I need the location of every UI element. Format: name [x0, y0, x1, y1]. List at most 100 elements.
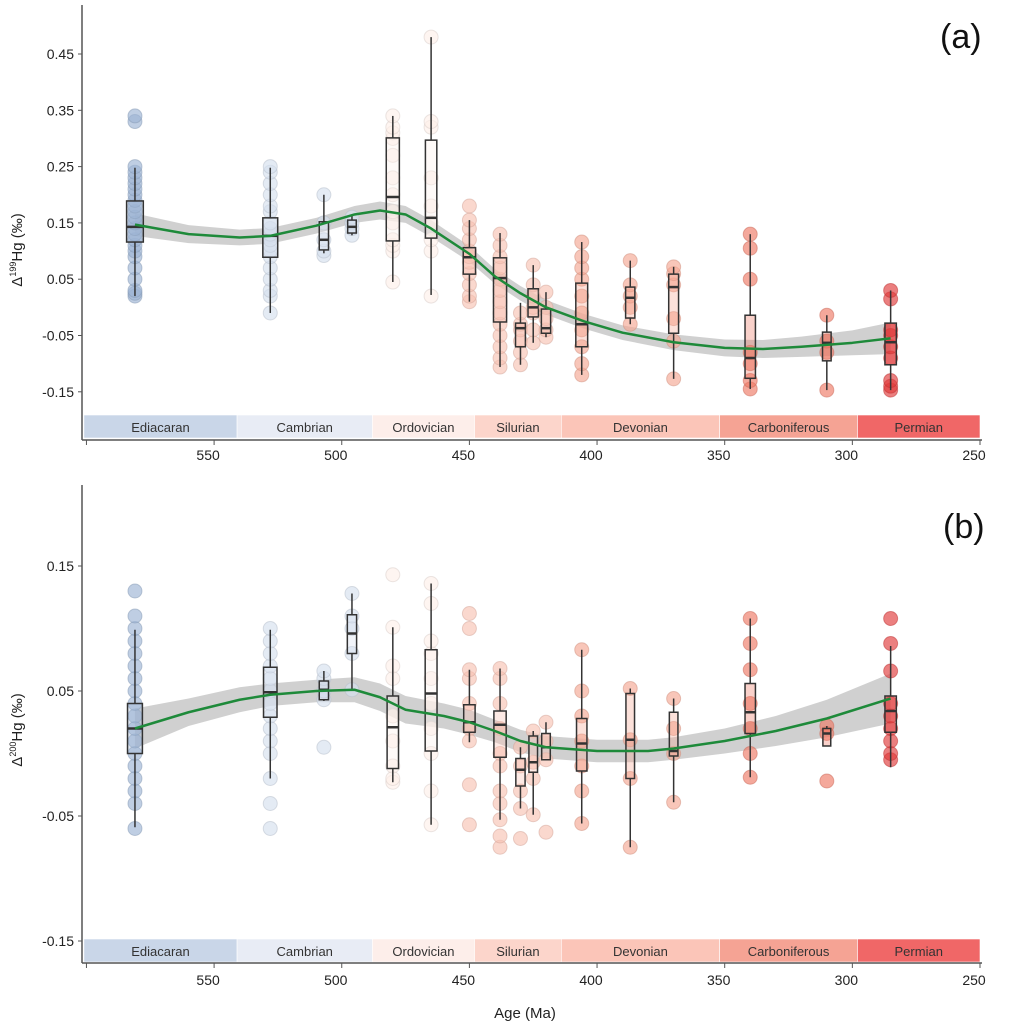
group-450-ma	[461, 198, 477, 310]
smooth-trend-line	[134, 688, 892, 753]
box	[318, 221, 330, 251]
data-point	[385, 567, 401, 583]
box	[514, 322, 527, 348]
group-430-ma	[512, 739, 528, 846]
box	[625, 692, 636, 780]
period-label-devonian: Devonian	[613, 420, 668, 435]
group-420-ma	[538, 714, 554, 840]
data-point	[127, 608, 143, 624]
group-285-ma	[883, 282, 899, 398]
box	[424, 139, 438, 239]
period-label-permian: Permian	[895, 944, 943, 959]
y-tick-label: -0.05	[42, 808, 74, 824]
group-387-ma	[622, 681, 638, 855]
period-label-permian: Permian	[895, 420, 943, 435]
group-496-ma	[344, 586, 360, 698]
y-tick-label: 0.15	[47, 558, 74, 574]
x-tick-label: 550	[196, 447, 220, 463]
data-point	[512, 831, 528, 846]
box	[125, 200, 145, 243]
y-tick-label: 0.45	[47, 46, 74, 62]
x-tick-label: 450	[452, 972, 476, 988]
group-406-ma	[574, 234, 590, 383]
box	[624, 286, 636, 319]
y-tick-label: 0.15	[47, 215, 74, 231]
group-581-ma	[125, 108, 145, 304]
smooth-confidence-band	[134, 673, 891, 763]
data-point	[666, 311, 682, 327]
data-point	[423, 696, 439, 711]
box	[492, 257, 508, 323]
data-point	[316, 739, 332, 755]
data-point	[423, 198, 439, 214]
group-480-ma	[385, 108, 401, 290]
group-465-ma	[423, 29, 439, 304]
period-label-ordovician: Ordovician	[392, 420, 454, 435]
data-point	[423, 721, 439, 736]
panel-a: Ediacaran Cambrian Ordovician Silurian Devon…	[8, 5, 986, 463]
y-tick-label: 0.05	[47, 683, 74, 699]
y-axis-label-a: Δ199Hg (‰)	[8, 213, 26, 286]
group-507-ma	[316, 663, 332, 755]
box	[462, 704, 476, 733]
group-285-ma	[883, 611, 899, 768]
group-420-ma	[538, 284, 554, 345]
box	[385, 137, 401, 242]
data-point	[574, 322, 590, 338]
period-band-permian	[857, 414, 981, 439]
x-tick-label: 450	[452, 447, 476, 463]
box	[884, 695, 898, 733]
data-point	[492, 828, 508, 844]
y-tick-label: -0.15	[42, 384, 74, 400]
x-axis-label: Age (Ma)	[494, 1005, 556, 1022]
data-point	[262, 796, 278, 811]
smooth-trend-line	[134, 209, 891, 351]
x-tick-label: 300	[835, 447, 859, 463]
group-370-ma	[666, 259, 682, 387]
group-450-ma	[461, 606, 477, 833]
period-label-carboniferous: Carboniferous	[748, 944, 830, 959]
period-label-ediacaran: Ediacaran	[131, 420, 190, 435]
data-point	[461, 198, 477, 214]
group-425-ma	[525, 257, 541, 351]
x-tick-label: 250	[962, 972, 986, 988]
panel-b: Ediacaran Cambrian Ordovician Silurian Devon…	[8, 485, 986, 1022]
group-406-ma	[574, 642, 590, 831]
y-tick-label: 0.05	[47, 271, 74, 287]
group-528-ma	[262, 621, 278, 836]
x-tick-label: 500	[324, 447, 348, 463]
period-label-devonian: Devonian	[613, 944, 668, 959]
x-tick-label: 550	[196, 972, 220, 988]
period-label-cambrian: Cambrian	[277, 420, 333, 435]
box	[667, 273, 680, 334]
x-tick-label: 350	[707, 972, 731, 988]
group-438-ma	[492, 226, 508, 375]
data-point	[461, 621, 477, 636]
data-point	[127, 108, 143, 124]
y-tick-label: 0.35	[47, 102, 74, 118]
box	[822, 727, 832, 747]
group-370-ma	[666, 691, 682, 810]
group-465-ma	[423, 576, 439, 833]
data-point	[127, 583, 143, 599]
y-tick-label: 0.25	[47, 159, 74, 175]
box	[386, 695, 400, 770]
box	[744, 314, 757, 380]
group-310-ma	[819, 718, 835, 789]
period-label-silurian: Silurian	[496, 944, 539, 959]
data-point	[461, 817, 477, 833]
data-point	[819, 773, 835, 789]
group-340-ma	[742, 226, 758, 397]
box	[575, 282, 589, 348]
y-axis-label-b: Δ200Hg (‰)	[8, 693, 26, 766]
box	[540, 308, 552, 334]
group-581-ma	[126, 583, 144, 836]
data-point	[883, 611, 899, 626]
box	[821, 331, 832, 362]
data-point	[461, 777, 477, 793]
box	[262, 217, 279, 258]
group-480-ma	[385, 567, 401, 790]
box	[744, 682, 757, 735]
box	[528, 735, 539, 773]
